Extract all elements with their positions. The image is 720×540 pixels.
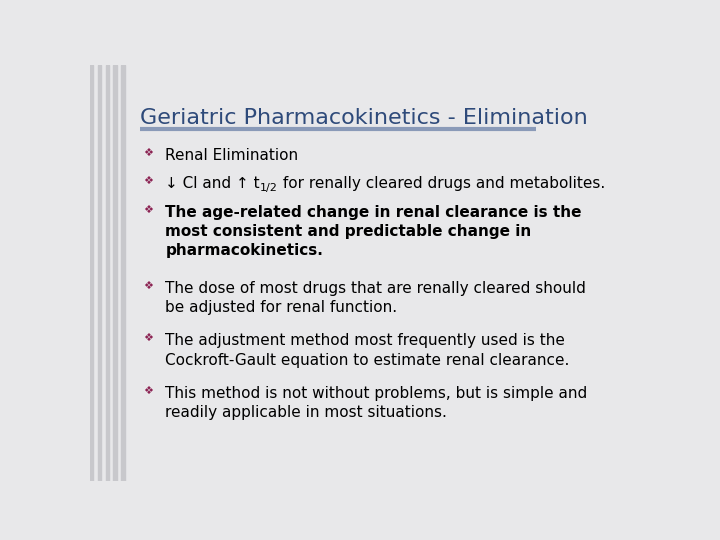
Text: ❖: ❖ bbox=[143, 333, 153, 343]
Text: 1/2: 1/2 bbox=[260, 183, 278, 193]
Bar bbox=[106, 65, 109, 481]
Text: ❖: ❖ bbox=[143, 386, 153, 396]
Bar bbox=[98, 65, 101, 481]
Text: ❖: ❖ bbox=[143, 281, 153, 291]
Text: ❖: ❖ bbox=[143, 148, 153, 158]
Bar bbox=[90, 65, 94, 481]
Text: This method is not without problems, but is simple and
readily applicable in mos: This method is not without problems, but… bbox=[166, 386, 588, 420]
Text: Renal Elimination: Renal Elimination bbox=[166, 148, 299, 163]
Text: Geriatric Pharmacokinetics - Elimination: Geriatric Pharmacokinetics - Elimination bbox=[140, 109, 588, 129]
Text: for renally cleared drugs and metabolites.: for renally cleared drugs and metabolite… bbox=[278, 176, 605, 191]
Text: ↓ Cl and ↑ t: ↓ Cl and ↑ t bbox=[166, 176, 260, 191]
Text: The age-related change in renal clearance is the
most consistent and predictable: The age-related change in renal clearanc… bbox=[166, 205, 582, 258]
Bar bbox=[114, 65, 117, 481]
Text: The adjustment method most frequently used is the
Cockroft-Gault equation to est: The adjustment method most frequently us… bbox=[166, 333, 570, 368]
Text: The dose of most drugs that are renally cleared should
be adjusted for renal fun: The dose of most drugs that are renally … bbox=[166, 281, 586, 315]
Text: ❖: ❖ bbox=[143, 205, 153, 214]
Bar bbox=[121, 65, 125, 481]
Text: ❖: ❖ bbox=[143, 176, 153, 186]
